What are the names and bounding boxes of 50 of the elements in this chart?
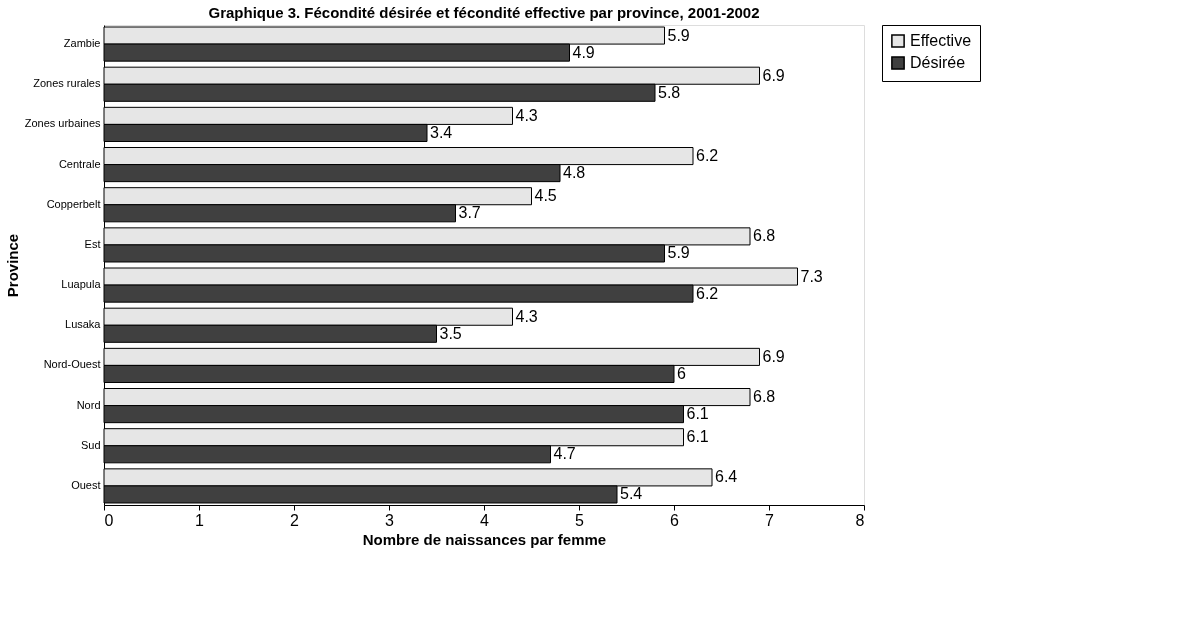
data-label: 6.9 xyxy=(762,347,785,365)
data-label: 4.9 xyxy=(572,43,595,61)
data-label: 6.9 xyxy=(762,66,785,84)
data-label: 7.3 xyxy=(800,267,823,285)
data-label: 5.8 xyxy=(658,83,681,101)
x-tick-label: 0 xyxy=(104,511,114,529)
data-label: 4.7 xyxy=(553,445,576,463)
data-label: 3.7 xyxy=(458,204,481,222)
data-label: 5.9 xyxy=(667,244,690,262)
data-label: 5.9 xyxy=(667,26,690,44)
x-tick-label: 2 xyxy=(290,511,300,529)
y-tick-label: Sud xyxy=(80,438,101,451)
data-label: 6.2 xyxy=(696,284,719,302)
y-tick-label: Nord xyxy=(76,398,101,411)
x-tick-label: 7 xyxy=(765,511,775,529)
y-tick-label: Ouest xyxy=(71,478,101,491)
data-label: 6 xyxy=(677,364,686,382)
legend-label: Effective xyxy=(910,32,972,49)
data-label: 6.2 xyxy=(696,147,719,165)
y-tick-label: Zones urbaines xyxy=(24,117,101,130)
x-tick-label: 1 xyxy=(195,511,205,529)
x-tick-label: 6 xyxy=(670,511,680,529)
y-tick-label: Centrale xyxy=(58,157,101,170)
y-tick-label: Nord-Ouest xyxy=(43,358,101,371)
y-tick-label: Luapula xyxy=(61,278,102,291)
data-label: 4.8 xyxy=(563,164,586,182)
x-tick-label: 5 xyxy=(575,511,585,529)
data-label: 6.8 xyxy=(753,227,776,245)
data-label: 3.4 xyxy=(430,123,453,141)
y-tick-label: Copperbelt xyxy=(46,197,101,210)
x-tick-label: 8 xyxy=(855,511,865,529)
data-label: 4.5 xyxy=(534,187,557,205)
x-tick-label: 3 xyxy=(385,511,395,529)
x-axis-title: Nombre de naissances par femme xyxy=(362,530,607,548)
y-axis-title: Province xyxy=(3,233,21,298)
y-tick-label: Lusaka xyxy=(65,318,102,331)
data-label: 4.3 xyxy=(515,106,538,124)
data-label: 6.1 xyxy=(686,405,709,423)
y-tick-label: Zambie xyxy=(63,37,101,50)
data-label: 6.8 xyxy=(753,388,776,406)
chart-title: Graphique 3. Fécondité désirée et fécondité effective par province, 2001-2002 xyxy=(208,3,760,21)
y-tick-label: Zones rurales xyxy=(33,77,101,90)
data-label: 6.1 xyxy=(686,428,709,446)
data-label: 3.5 xyxy=(439,324,462,342)
x-tick-label: 4 xyxy=(480,511,490,529)
y-tick-label: Est xyxy=(84,237,101,250)
data-label: 4.3 xyxy=(515,307,538,325)
data-label: 6.4 xyxy=(715,468,738,486)
legend-label: Désirée xyxy=(910,54,966,71)
data-label: 5.4 xyxy=(620,485,643,503)
